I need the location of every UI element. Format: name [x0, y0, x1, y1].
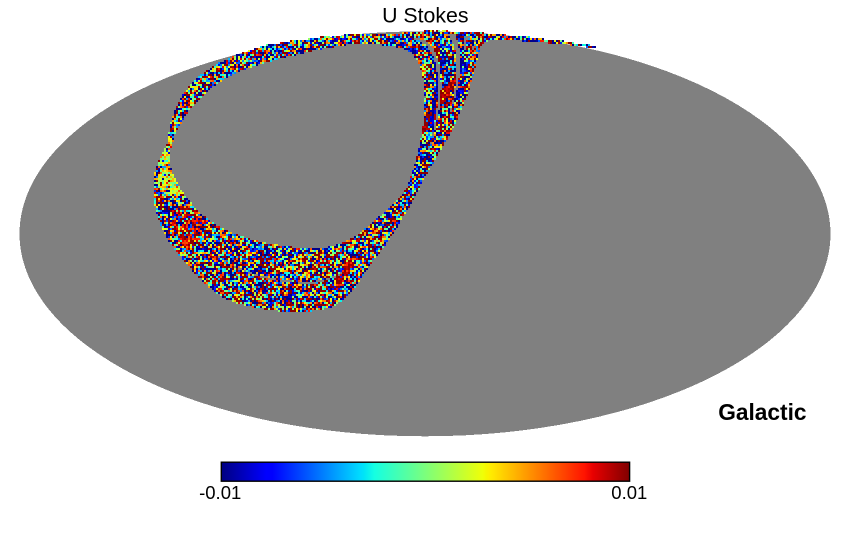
svg-text:0.01: 0.01 [611, 482, 647, 503]
svg-text:-0.01: -0.01 [199, 482, 241, 503]
svg-text:Galactic: Galactic [718, 399, 806, 425]
svg-text:U Stokes: U Stokes [382, 4, 468, 28]
